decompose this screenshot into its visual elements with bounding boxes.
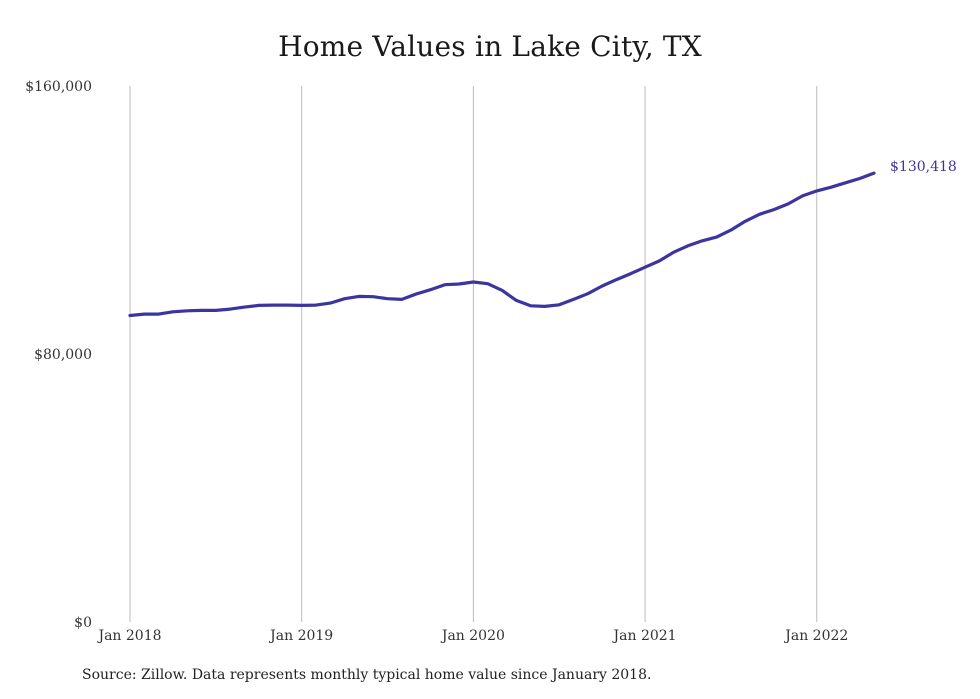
end-value-label: $130,418 xyxy=(890,159,957,175)
home-value-line-chart: $0$80,000$160,000 Jan 2018 Jan 2019 Jan 20… xyxy=(25,79,957,644)
x-tick-label: Jan 2022 xyxy=(783,628,848,644)
x-tick-label: Jan 2019 xyxy=(268,628,333,644)
x-axis-tick-labels: Jan 2018 Jan 2019 Jan 2020 Jan 2021 Jan 2022 xyxy=(96,628,848,644)
x-tick-label: Jan 2018 xyxy=(96,628,161,644)
end-label-layer: $130,418 xyxy=(890,159,957,175)
x-tick-label: Jan 2021 xyxy=(612,628,677,644)
x-tick-label: Jan 2020 xyxy=(440,628,505,644)
y-axis-tick-labels: $0 $80,000 $160,000 xyxy=(25,79,92,631)
home-value-series-line xyxy=(128,171,876,318)
y-tick-label: $80,000 xyxy=(34,347,92,363)
y-tick-label: $0 xyxy=(74,615,92,631)
source-note: Source: Zillow. Data represents monthly … xyxy=(82,667,652,683)
chart-title: Home Values in Lake City, TX xyxy=(278,30,702,63)
series-layer xyxy=(128,171,876,318)
y-tick-label: $160,000 xyxy=(25,79,92,95)
vertical-gridlines xyxy=(129,86,818,622)
